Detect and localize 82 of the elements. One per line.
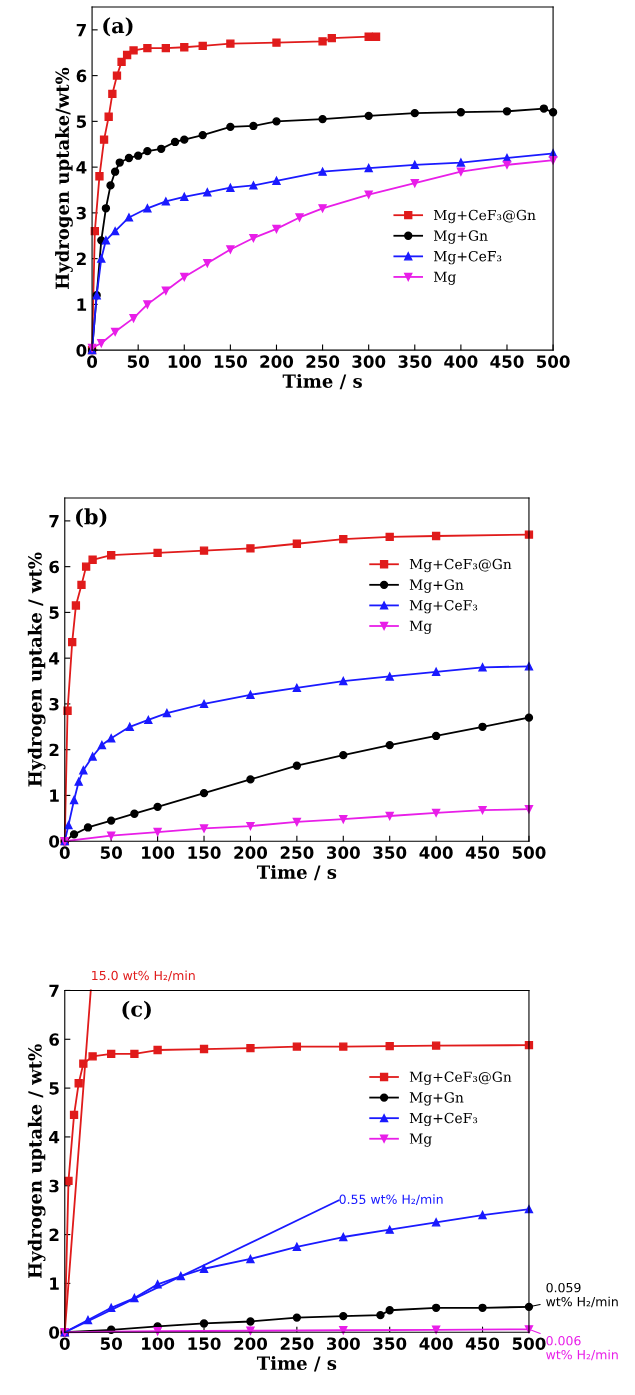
y-tick-label: 4 (49, 652, 60, 665)
x-tick-label: 350 (373, 846, 407, 859)
legend-label: Mg+CeF₃ (409, 599, 478, 614)
x-tick-label: 250 (306, 355, 340, 368)
x-tick-label: 450 (490, 355, 524, 368)
x-tick-label: 500 (512, 1337, 546, 1350)
y-tick-label: 7 (49, 515, 59, 528)
y-tick-label: 2 (49, 743, 59, 757)
legend-label: Mg+CeF₃ (409, 1112, 478, 1127)
x-tick-label: 450 (465, 1337, 500, 1350)
legend-label: Mg (409, 620, 432, 634)
x-tick-label: 500 (536, 355, 570, 368)
y-tick-label: 1 (50, 789, 59, 802)
x-tick-label: 50 (100, 1337, 122, 1350)
y-tick-label: 6 (49, 560, 60, 574)
y-tick-label: 0 (76, 344, 87, 357)
y-axis-title: Hydrogen uptake/wt% (55, 67, 73, 290)
x-tick-label: 0 (59, 846, 70, 859)
x-tick-label: 100 (168, 355, 201, 368)
x-tick-label: 350 (373, 1337, 407, 1350)
y-tick-label: 3 (49, 1179, 59, 1193)
legend-label: Mg+Gn (409, 1092, 464, 1106)
annotation: 0.059 wt% H₂/min (546, 1282, 618, 1308)
x-tick-label: 350 (398, 355, 432, 368)
y-tick-label: 2 (76, 252, 86, 265)
annotation: (b) (76, 508, 107, 528)
y-tick-label: 5 (49, 606, 59, 619)
x-tick-label: 150 (188, 846, 221, 859)
annotation: 0.55 wt% H₂/min (339, 1194, 443, 1206)
x-tick-label: 150 (188, 1337, 221, 1350)
legend-label: Mg (433, 271, 456, 285)
x-tick-label: 200 (260, 355, 294, 368)
x-tick-label: 250 (280, 1337, 314, 1350)
y-tick-label: 0 (49, 835, 60, 848)
y-tick-label: 7 (49, 984, 59, 997)
x-tick-label: 450 (465, 846, 500, 859)
y-tick-label: 1 (50, 1277, 59, 1290)
y-tick-label: 6 (76, 69, 87, 83)
x-tick-label: 150 (214, 355, 247, 368)
y-tick-label: 1 (77, 298, 87, 311)
x-tick-label: 0 (59, 1337, 70, 1350)
x-tick-label: 50 (127, 355, 149, 368)
y-tick-label: 5 (76, 115, 87, 128)
y-tick-label: 4 (76, 161, 87, 174)
x-tick-label: 200 (234, 846, 268, 859)
legend-label: Mg+CeF₃@Gn (433, 209, 536, 224)
x-tick-label: 0 (87, 355, 98, 368)
y-tick-label: 7 (76, 24, 86, 37)
x-axis-title: Time / s (256, 864, 337, 881)
y-axis-title: Hydrogen uptake / wt% (27, 1044, 46, 1279)
x-tick-label: 100 (142, 846, 175, 859)
annotation: 15.0 wt% H₂/min (92, 970, 195, 982)
annotation: (a) (103, 17, 133, 37)
legend-label: Mg (409, 1133, 432, 1147)
y-tick-label: 3 (76, 206, 86, 220)
annotation: 0.006 wt% H₂/min (546, 1335, 618, 1361)
y-tick-label: 6 (49, 1033, 60, 1046)
y-tick-label: 0 (49, 1326, 60, 1339)
legend-label: Mg+Gn (433, 230, 488, 244)
x-tick-label: 300 (327, 1337, 360, 1350)
legend-label: Mg+CeF₃ (433, 250, 502, 265)
x-axis-title: Time / s (256, 1355, 337, 1372)
x-tick-label: 400 (419, 846, 453, 859)
x-tick-label: 50 (100, 846, 122, 859)
x-axis-title: Time / s (282, 373, 362, 390)
legend-label: Mg+CeF₃@Gn (409, 558, 512, 573)
x-tick-label: 200 (234, 1337, 268, 1350)
x-tick-label: 400 (444, 355, 478, 368)
x-tick-label: 300 (327, 846, 360, 859)
x-tick-label: 250 (280, 846, 314, 859)
y-tick-label: 2 (49, 1228, 59, 1241)
x-tick-label: 300 (352, 355, 386, 368)
y-tick-label: 5 (49, 1082, 59, 1095)
x-tick-label: 500 (512, 846, 546, 859)
legend-label: Mg+Gn (409, 579, 464, 593)
y-tick-label: 3 (49, 697, 59, 711)
y-tick-label: 4 (49, 1131, 60, 1144)
y-axis-title: Hydrogen uptake / wt% (27, 552, 46, 787)
annotation: (c) (122, 1000, 151, 1020)
legend-label: Mg+CeF₃@Gn (409, 1071, 512, 1085)
x-tick-label: 400 (419, 1337, 453, 1350)
x-tick-label: 100 (142, 1337, 175, 1350)
